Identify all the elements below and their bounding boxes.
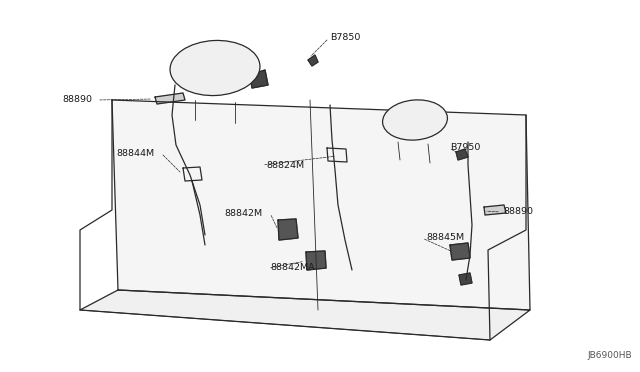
Ellipse shape	[170, 41, 260, 96]
Polygon shape	[80, 290, 530, 340]
Text: B7950: B7950	[450, 144, 481, 153]
Polygon shape	[456, 149, 468, 160]
Polygon shape	[459, 273, 472, 285]
Polygon shape	[155, 93, 185, 104]
Text: 88890: 88890	[62, 96, 92, 105]
Text: 88844M: 88844M	[116, 148, 154, 157]
Polygon shape	[250, 70, 268, 88]
Text: B7850: B7850	[330, 33, 360, 42]
Polygon shape	[278, 219, 298, 240]
Text: 88842M: 88842M	[224, 208, 262, 218]
Polygon shape	[450, 243, 470, 260]
Polygon shape	[484, 205, 506, 215]
Polygon shape	[308, 55, 318, 66]
Polygon shape	[112, 100, 530, 310]
Text: 88845M: 88845M	[426, 234, 464, 243]
Text: 88842MA: 88842MA	[270, 263, 315, 273]
Ellipse shape	[383, 100, 447, 140]
Text: 88890: 88890	[503, 208, 533, 217]
Polygon shape	[306, 251, 326, 270]
Text: JB6900HB: JB6900HB	[588, 351, 632, 360]
Text: 88824M: 88824M	[266, 160, 304, 170]
